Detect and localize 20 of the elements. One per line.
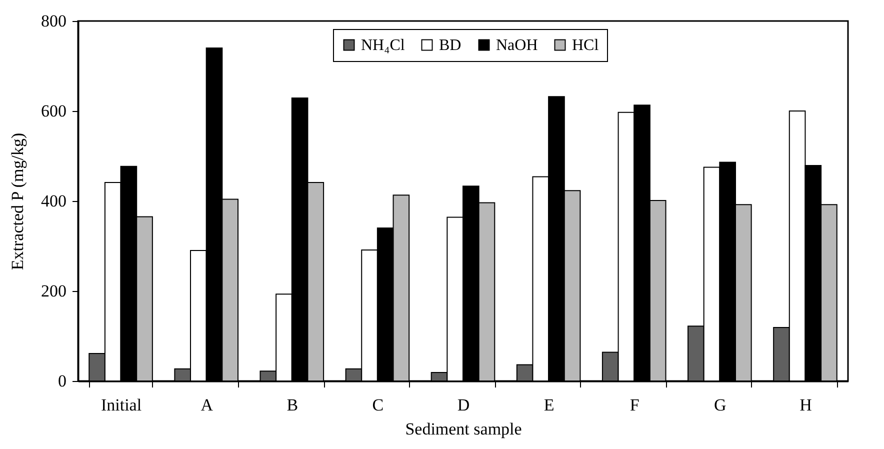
x-tick-label: Initial	[100, 396, 142, 414]
x-tick-label: A	[200, 396, 214, 414]
x-tick-label: F	[630, 396, 640, 414]
y-tick-label: 400	[41, 192, 66, 210]
x-tick-label: H	[800, 396, 812, 414]
y-tick-label: 600	[41, 102, 66, 120]
x-tick-label: C	[372, 396, 384, 414]
x-tick-label: D	[457, 396, 470, 414]
y-tick-label: 0	[58, 372, 66, 390]
legend-label: NaOH	[496, 37, 538, 54]
x-tick-label: G	[714, 396, 726, 414]
legend-label: NH₄Cl	[361, 37, 406, 54]
x-tick-label: E	[544, 396, 554, 414]
x-axis-title: Sediment sample	[405, 420, 522, 438]
y-tick-label: 200	[41, 282, 66, 300]
y-tick-label: 800	[41, 12, 66, 30]
legend-label: BD	[439, 37, 462, 54]
y-axis-title: Extracted P (mg/kg)	[8, 132, 27, 270]
legend-label: HCl	[572, 37, 600, 54]
x-tick-label: B	[286, 396, 298, 414]
